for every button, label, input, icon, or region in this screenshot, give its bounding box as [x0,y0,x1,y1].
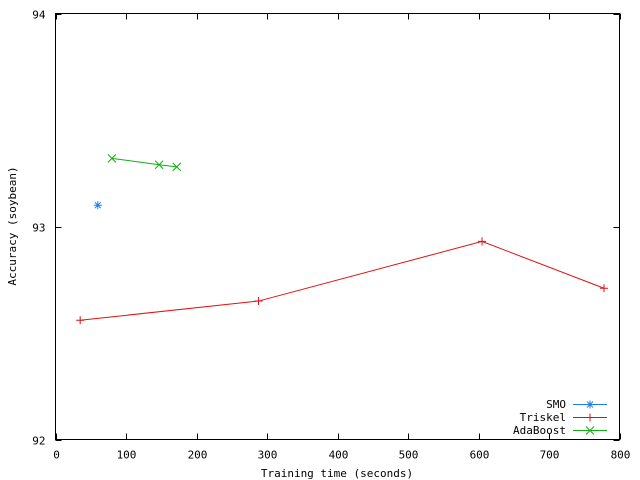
legend-label-triskel: Triskel [520,411,566,424]
data-point-triskel [599,284,608,293]
x-tick-label: 400 [329,449,349,462]
x-tick-label: 200 [188,449,208,462]
series-smo [93,201,102,210]
data-point-smo [93,201,102,210]
x-tick-label: 700 [540,449,560,462]
legend-marker-adaboost [585,426,595,435]
x-tick-label: 800 [611,449,631,462]
data-point-adaboost [154,160,164,170]
legend-marker-smo [586,400,594,409]
data-point-triskel [478,237,487,246]
x-tick-label: 500 [399,449,419,462]
series-line-adaboost [111,157,177,168]
y-axis-label: Accuracy (soybean) [6,166,19,285]
data-point-triskel [254,297,263,306]
data-point-adaboost [172,162,182,172]
x-tick-label: 0 [53,449,60,462]
data-point-triskel [76,316,85,325]
x-axis: 0 100 200 300 400 500 600 700 800 [53,13,631,462]
x-tick-label: 600 [470,449,490,462]
series-layer [76,153,608,325]
x-tick-label: 300 [258,449,278,462]
series-line-triskel [80,240,605,321]
data-point-adaboost [107,153,117,163]
y-axis: 92 93 94 [32,9,620,448]
y-tick-label: 94 [32,9,46,22]
legend-label-smo: SMO [546,398,566,411]
plot-border [55,13,620,440]
plot-frame [55,13,620,440]
legend-marker-triskel [586,413,594,422]
x-axis-label: Training time (seconds) [261,467,413,480]
y-tick-label: 92 [32,435,45,448]
legend-label-adaboost: AdaBoost [513,424,566,437]
series-adaboost [107,153,182,172]
y-tick-label: 93 [32,222,45,235]
x-tick-label: 100 [117,449,137,462]
series-triskel [76,237,608,325]
